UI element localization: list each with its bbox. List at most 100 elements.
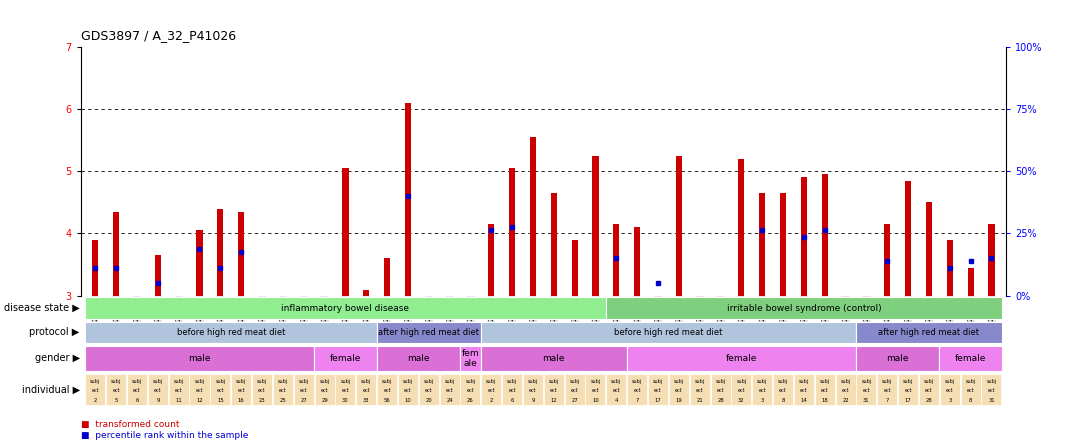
Text: 8: 8	[969, 398, 973, 403]
Bar	[815, 374, 835, 404]
Bar	[419, 374, 439, 404]
Text: subj: subj	[591, 379, 600, 385]
Bar	[336, 374, 355, 404]
Text: ect: ect	[946, 388, 953, 393]
Text: ect: ect	[467, 388, 475, 393]
Bar	[648, 374, 668, 404]
Bar	[440, 374, 459, 404]
Text: 4: 4	[614, 398, 618, 403]
Text: male: male	[188, 354, 211, 363]
Bar	[314, 374, 335, 404]
Bar	[919, 374, 939, 404]
Text: ect: ect	[696, 388, 704, 393]
Text: ect: ect	[592, 388, 599, 393]
Text: 12: 12	[196, 398, 203, 403]
Text: 11: 11	[175, 398, 182, 403]
Bar	[780, 193, 787, 296]
Text: 10: 10	[405, 398, 411, 403]
Text: 18: 18	[821, 398, 829, 403]
Text: 12: 12	[551, 398, 557, 403]
Text: subj: subj	[924, 379, 934, 385]
Bar	[238, 212, 244, 296]
Text: 6: 6	[136, 398, 139, 403]
Bar	[710, 374, 731, 404]
Text: disease state ▶: disease state ▶	[4, 303, 80, 313]
Bar	[967, 268, 974, 296]
Text: ect: ect	[841, 388, 849, 393]
Text: ect: ect	[529, 388, 537, 393]
Bar	[856, 345, 939, 371]
Text: ect: ect	[300, 388, 308, 393]
Text: subj: subj	[653, 379, 663, 385]
Bar	[314, 345, 377, 371]
Text: 5: 5	[114, 398, 117, 403]
Text: ect: ect	[925, 388, 933, 393]
Text: ect: ect	[717, 388, 724, 393]
Text: subj: subj	[528, 379, 538, 385]
Text: ect: ect	[801, 388, 808, 393]
Text: subj: subj	[840, 379, 851, 385]
Bar	[752, 374, 773, 404]
Text: ect: ect	[759, 388, 766, 393]
Text: 33: 33	[363, 398, 369, 403]
Text: 22: 22	[843, 398, 849, 403]
Text: 28: 28	[925, 398, 932, 403]
Bar	[252, 374, 272, 404]
Text: subj: subj	[945, 379, 954, 385]
Text: subj: subj	[424, 379, 434, 385]
Bar	[509, 168, 515, 296]
Text: 9: 9	[532, 398, 535, 403]
Text: ect: ect	[883, 388, 891, 393]
Bar	[898, 374, 918, 404]
Text: subj: subj	[215, 379, 225, 385]
Bar	[273, 374, 293, 404]
Bar	[585, 374, 606, 404]
Bar	[613, 224, 620, 296]
Text: subj: subj	[278, 379, 288, 385]
Text: ■  transformed count: ■ transformed count	[81, 420, 180, 428]
Text: ect: ect	[133, 388, 141, 393]
Text: subj: subj	[444, 379, 455, 385]
Text: subj: subj	[195, 379, 204, 385]
Text: 27: 27	[571, 398, 578, 403]
Text: subj: subj	[758, 379, 767, 385]
Text: female: female	[725, 354, 758, 363]
Bar	[356, 374, 377, 404]
Text: 28: 28	[718, 398, 724, 403]
Text: subj: subj	[466, 379, 476, 385]
Bar	[571, 240, 578, 296]
Bar	[989, 224, 994, 296]
Text: subj: subj	[798, 379, 809, 385]
Text: subj: subj	[236, 379, 246, 385]
Text: 2: 2	[94, 398, 97, 403]
Text: ect: ect	[383, 388, 391, 393]
Bar	[481, 345, 626, 371]
Text: ect: ect	[988, 388, 995, 393]
Text: ect: ect	[904, 388, 912, 393]
Text: individual ▶: individual ▶	[22, 384, 80, 394]
Text: subj: subj	[736, 379, 747, 385]
Bar	[405, 103, 411, 296]
Text: ect: ect	[550, 388, 557, 393]
Bar	[669, 374, 689, 404]
Text: 30: 30	[342, 398, 349, 403]
Text: 56: 56	[384, 398, 391, 403]
Text: subj: subj	[382, 379, 392, 385]
Text: 2: 2	[490, 398, 493, 403]
Text: ect: ect	[967, 388, 975, 393]
Bar	[294, 374, 314, 404]
Text: ect: ect	[91, 388, 99, 393]
Text: ect: ect	[675, 388, 682, 393]
Text: ect: ect	[174, 388, 183, 393]
Text: subj: subj	[987, 379, 996, 385]
Bar	[529, 137, 536, 296]
Text: ect: ect	[154, 388, 161, 393]
Bar	[502, 374, 522, 404]
Bar	[489, 224, 494, 296]
Bar	[836, 374, 855, 404]
Text: subj: subj	[882, 379, 892, 385]
Text: subj: subj	[820, 379, 830, 385]
Bar	[939, 374, 960, 404]
Bar	[481, 374, 501, 404]
Text: female: female	[954, 354, 987, 363]
